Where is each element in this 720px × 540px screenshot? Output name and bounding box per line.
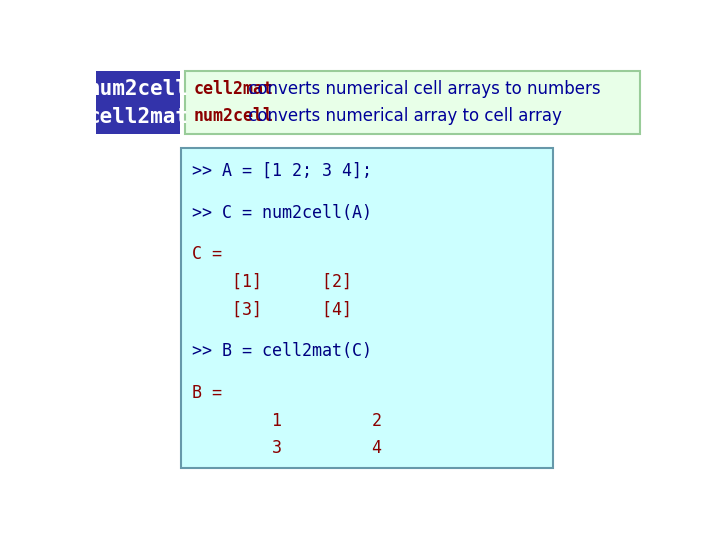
Text: 1         2: 1 2	[192, 411, 382, 429]
Text: converts numerical array to cell array: converts numerical array to cell array	[243, 107, 562, 125]
Text: >> B = cell2mat(C): >> B = cell2mat(C)	[192, 342, 372, 360]
Text: [3]      [4]: [3] [4]	[192, 301, 352, 319]
Text: cell2mat: cell2mat	[194, 79, 274, 98]
FancyBboxPatch shape	[96, 71, 180, 134]
Text: converts numerical cell arrays to numbers: converts numerical cell arrays to number…	[243, 79, 601, 98]
Text: num2cell: num2cell	[194, 107, 274, 125]
Text: 3         4: 3 4	[192, 439, 382, 457]
FancyBboxPatch shape	[184, 71, 640, 134]
Text: B =: B =	[192, 384, 222, 402]
Text: >> A = [1 2; 3 4];: >> A = [1 2; 3 4];	[192, 162, 372, 180]
Text: C =: C =	[192, 245, 222, 263]
FancyBboxPatch shape	[181, 148, 554, 468]
Text: >> C = num2cell(A): >> C = num2cell(A)	[192, 204, 372, 221]
Text: num2cell
cell2mat: num2cell cell2mat	[88, 78, 189, 126]
Text: [1]      [2]: [1] [2]	[192, 273, 352, 291]
